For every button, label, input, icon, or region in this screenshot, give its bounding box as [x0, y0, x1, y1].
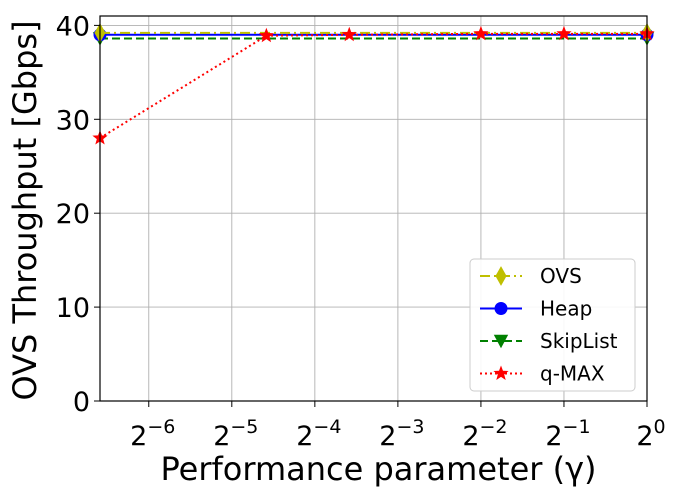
- legend: OVS Heap SkipList q-MAX: [469, 258, 636, 392]
- legend-box: [469, 258, 636, 392]
- x-tick-label: 2−3: [379, 416, 424, 452]
- plot-frame: [99, 15, 648, 402]
- x-tick-label: 20: [636, 416, 665, 452]
- marker-circle: [494, 302, 508, 315]
- x-tick-label: 2−1: [545, 416, 590, 452]
- y-tick-label: 0: [73, 387, 90, 418]
- marker-triangle-down: [493, 334, 509, 349]
- x-tick-label: 2−4: [296, 416, 341, 452]
- legend-label: OVS: [540, 264, 582, 288]
- y-axis-label: OVS Throughput [Gbps]: [6, 20, 44, 400]
- legend-label: SkipList: [540, 329, 618, 353]
- legend-label: Heap: [540, 297, 592, 321]
- marker-star: [473, 25, 489, 41]
- x-axis-label: Performance parameter (γ): [161, 450, 597, 488]
- y-tick-label: 40: [56, 11, 90, 42]
- tick-labels: 2−6 2−5 2−4 2−3 2−2 2−1 20 0 10 20 30 40: [56, 11, 666, 452]
- y-tick-label: 10: [56, 293, 90, 324]
- legend-item: SkipList: [480, 329, 618, 353]
- x-tick-label: 2−5: [213, 416, 258, 452]
- marker-star: [556, 25, 572, 41]
- x-tick-label: 2−6: [130, 416, 175, 452]
- marker-star: [341, 26, 357, 42]
- series-q-max: [92, 25, 655, 145]
- tick-marks: [94, 24, 648, 407]
- x-tick-label: 2−2: [462, 416, 507, 452]
- marker-star: [258, 27, 274, 43]
- grid-lines: [100, 16, 648, 402]
- y-tick-label: 30: [56, 105, 90, 136]
- legend-item: q-MAX: [480, 362, 605, 386]
- series-layer: [92, 23, 655, 145]
- legend-item: Heap: [480, 297, 592, 321]
- y-tick-label: 20: [56, 199, 90, 230]
- legend-item: OVS: [480, 264, 582, 288]
- series-line: [99, 32, 647, 139]
- marker-star: [493, 365, 509, 380]
- marker-diamond: [495, 266, 507, 286]
- legend-label: q-MAX: [540, 362, 605, 386]
